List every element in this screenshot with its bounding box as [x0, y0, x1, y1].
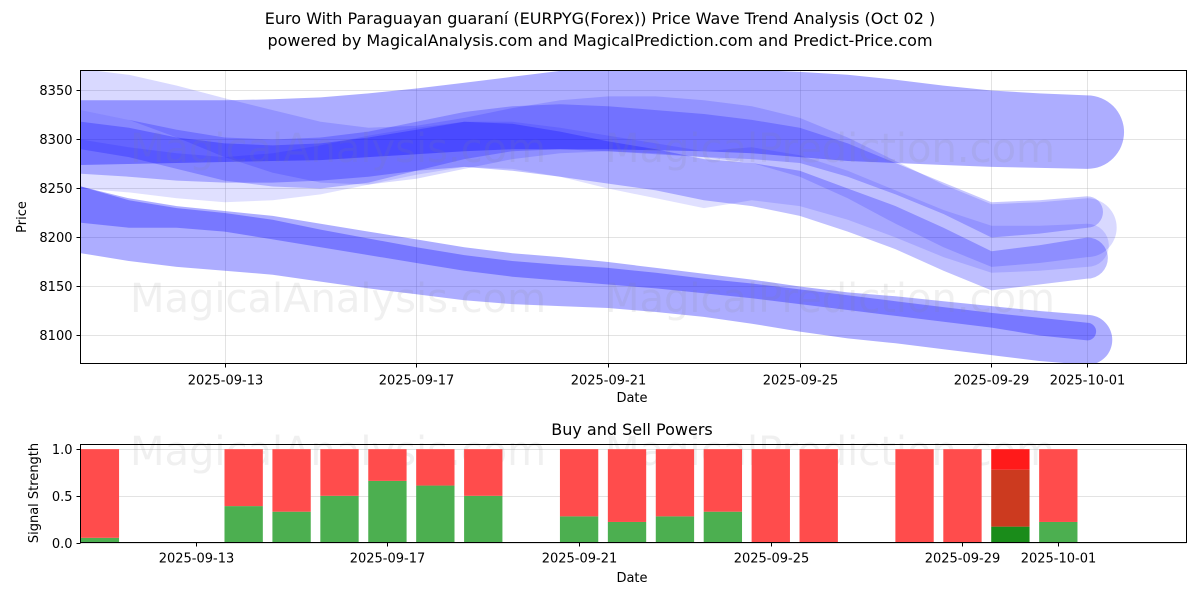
wave-band-7	[81, 121, 1088, 273]
price-x-tick-label: 2025-09-25	[763, 374, 839, 389]
sell-bar	[464, 449, 503, 496]
wave-band-cap-3	[1087, 322, 1097, 341]
signal-x-tick-label: 2025-09-21	[542, 552, 618, 567]
sell-bar	[559, 449, 599, 517]
wave-band-3	[81, 186, 1088, 341]
buy-bar	[464, 495, 503, 543]
wave-band-5	[81, 104, 1088, 238]
sell-bar	[799, 449, 838, 543]
sell-bar	[320, 449, 359, 496]
price-axes-frame	[80, 70, 1187, 364]
wave-band-cap-5	[1087, 196, 1103, 228]
signal-x-ticks: 2025-09-13 2025-09-17 2025-09-21 2025-09-25…	[159, 542, 1097, 567]
watermark-analysis-bottom: MagicalAnalysis.com	[130, 276, 546, 322]
price-y-tick-label: 8200	[39, 231, 72, 246]
sell-bar	[368, 449, 407, 481]
signal-y-ticks: 0.0 0.5 1.0	[52, 443, 81, 552]
sell-bar	[416, 449, 455, 486]
buy-bar	[224, 506, 263, 543]
chart-subtitle: powered by MagicalAnalysis.com and Magic…	[267, 31, 933, 50]
wave-band-cap-6	[1087, 198, 1117, 258]
price-x-ticks: 2025-09-13 2025-09-17 2025-09-21 2025-09-25…	[188, 363, 1126, 389]
sell-bar	[895, 449, 934, 543]
signal-x-tick-label: 2025-09-17	[350, 552, 426, 567]
price-x-tick-label: 2025-09-17	[379, 374, 455, 389]
price-y-tick-label: 8150	[39, 280, 72, 295]
buy-bar	[320, 495, 359, 543]
price-y-tick-label: 8350	[39, 84, 72, 99]
sell-bar-mid	[991, 469, 1030, 527]
price-y-tick-label: 8250	[39, 182, 72, 197]
sell-bar	[751, 449, 790, 543]
sell-bar	[80, 449, 120, 538]
watermark-prediction-bottom: MagicalPrediction.com	[605, 276, 1055, 322]
signal-x-axis-label: Date	[616, 571, 647, 586]
signal-axes-frame	[80, 444, 1187, 543]
buy-bar	[1039, 521, 1078, 543]
buy-bar	[607, 521, 647, 543]
signal-y-tick-label: 0.5	[52, 490, 73, 505]
buy-bar	[80, 537, 120, 543]
sell-bar	[272, 449, 311, 512]
wave-band-cap-2	[1087, 314, 1113, 364]
signal-x-tick-label: 2025-10-01	[1021, 552, 1097, 567]
sell-bar	[1039, 449, 1078, 522]
signal-x-tick-label: 2025-09-29	[925, 552, 1001, 567]
buy-bar	[416, 485, 455, 543]
price-x-tick-label: 2025-09-13	[188, 374, 264, 389]
buy-bar	[368, 480, 407, 543]
price-grid	[80, 70, 1187, 364]
sell-bar-strong	[991, 449, 1030, 470]
wave-band-1	[81, 70, 1088, 169]
wave-band-cap-7	[1087, 223, 1109, 267]
price-x-tick-label: 2025-10-01	[1050, 374, 1126, 389]
price-y-tick-label: 8100	[39, 329, 72, 344]
watermark-analysis-top: MagicalAnalysis.com	[130, 126, 546, 172]
sell-bar	[943, 449, 982, 543]
buy-bar	[703, 511, 743, 543]
wave-band-cap-4	[1087, 237, 1108, 279]
signal-y-tick-label: 1.0	[52, 443, 73, 458]
price-y-tick-label: 8300	[39, 133, 72, 148]
price-x-tick-label: 2025-09-21	[571, 374, 647, 389]
price-x-tick-label: 2025-09-29	[954, 374, 1030, 389]
sell-bar	[703, 449, 743, 512]
signal-chart-title: Buy and Sell Powers	[551, 420, 713, 439]
price-y-ticks: 8100 8150 8200 8250 8300 8350	[39, 84, 81, 344]
wave-band-2	[81, 186, 1088, 364]
signal-y-tick-label: 0.0	[52, 537, 73, 552]
sell-bar	[655, 449, 695, 517]
buy-bar	[991, 526, 1030, 543]
price-y-axis-label: Price	[15, 201, 30, 233]
chart-title: Euro With Paraguayan guaraní (EURPYG(For…	[264, 9, 936, 28]
wave-band-6	[81, 70, 1088, 267]
buy-bar	[559, 516, 599, 543]
watermark-prediction-top: MagicalPrediction.com	[605, 126, 1055, 172]
signal-x-tick-label: 2025-09-25	[734, 552, 810, 567]
price-watermarks: MagicalAnalysis.com MagicalPrediction.co…	[130, 126, 1055, 322]
signal-y-axis-label: Signal Strength	[27, 443, 42, 543]
wave-band-cap-1	[1087, 95, 1125, 169]
price-wave-bands	[81, 70, 1125, 364]
buy-bar	[655, 516, 695, 543]
sell-bar	[607, 449, 647, 522]
wave-band-4	[81, 121, 1088, 291]
buy-bar	[272, 511, 311, 543]
price-x-axis-label: Date	[616, 391, 647, 406]
signal-bars	[80, 449, 1078, 543]
signal-x-tick-label: 2025-09-13	[159, 552, 235, 567]
sell-bar	[224, 449, 263, 507]
